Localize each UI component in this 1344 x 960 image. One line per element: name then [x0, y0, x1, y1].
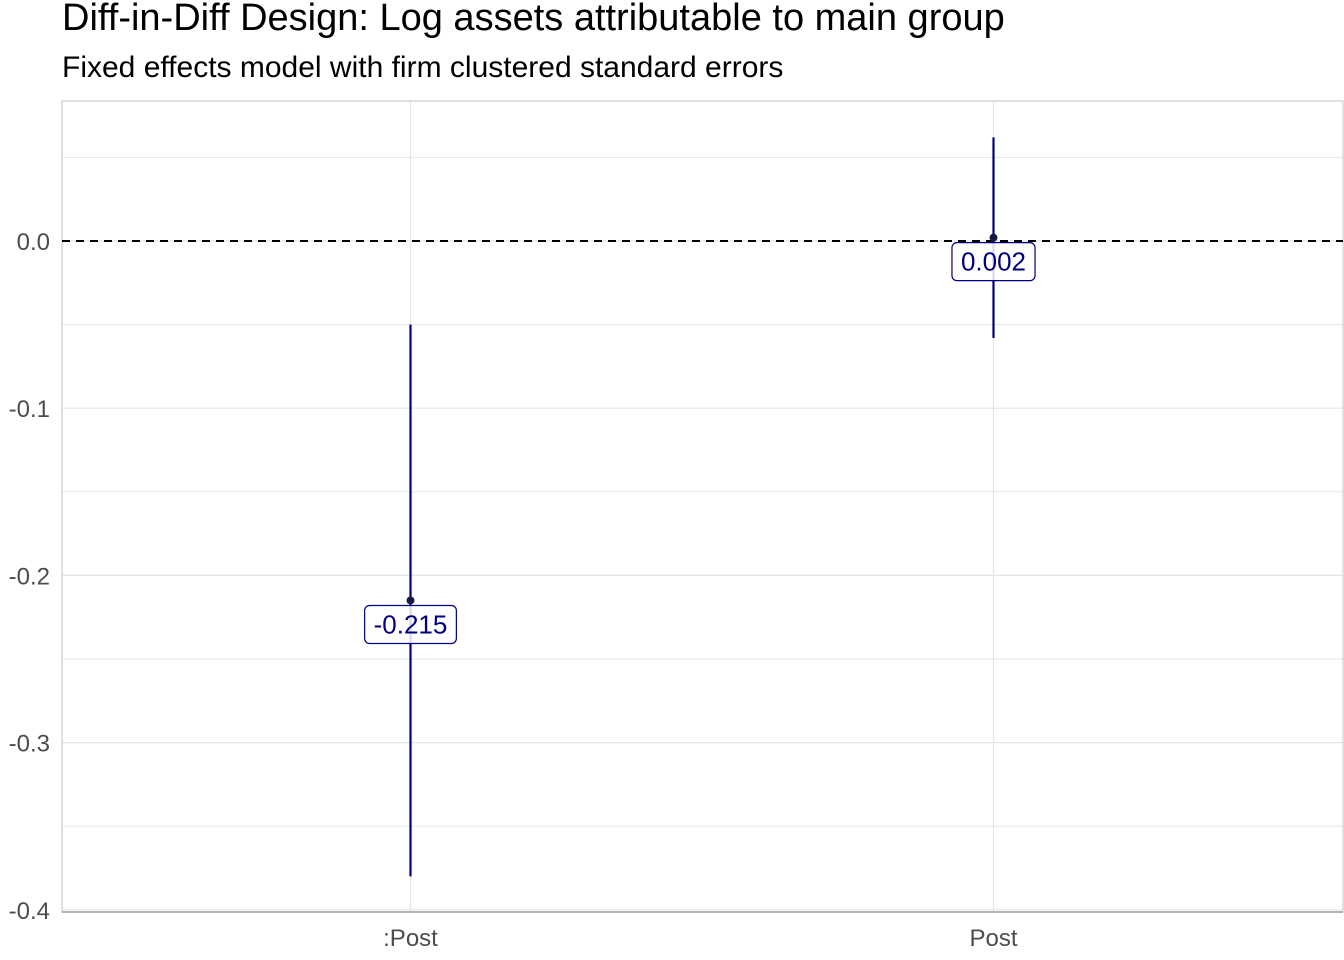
x-tick-label: :Post — [383, 925, 438, 952]
x-tick-label: Post — [969, 925, 1017, 952]
estimate-points — [406, 233, 998, 605]
y-tick-label: -0.3 — [9, 731, 50, 758]
estimate-point — [989, 233, 998, 242]
chart-title: Diff-in-Diff Design: Log assets attribut… — [62, 0, 1005, 39]
y-tick-label: -0.1 — [9, 396, 50, 423]
estimate-labels: -0.215 0.002 — [364, 242, 1036, 645]
major-gridlines — [62, 101, 1343, 912]
x-axis-tick-labels: :Post Post — [383, 925, 1018, 952]
y-tick-label: 0.0 — [17, 229, 50, 256]
estimate-label: 0.002 — [951, 242, 1036, 282]
estimate-label-text: -0.215 — [374, 609, 448, 639]
estimate-label-text: 0.002 — [961, 247, 1026, 277]
y-axis-tick-labels: 0.0 -0.1 -0.2 -0.3 -0.4 — [9, 229, 50, 925]
estimate-point — [406, 596, 415, 605]
panel-border — [61, 100, 1344, 913]
minor-gridlines — [62, 156, 1343, 827]
y-tick-label: -0.2 — [9, 563, 50, 590]
y-tick-label: -0.4 — [9, 898, 50, 925]
chart-subtitle: Fixed effects model with firm clustered … — [62, 51, 784, 84]
estimate-label: -0.215 — [364, 604, 457, 645]
estimate-label-box — [364, 604, 457, 645]
panel-frame — [61, 100, 1344, 913]
estimate-label-box — [951, 242, 1036, 282]
error-bars — [409, 137, 995, 877]
